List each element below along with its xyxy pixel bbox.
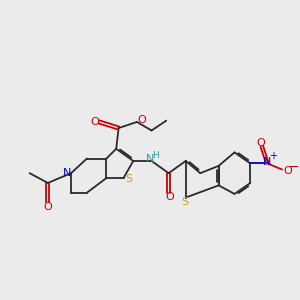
Text: O: O [90, 117, 99, 127]
Text: S: S [181, 197, 188, 207]
Text: O: O [44, 202, 52, 212]
Text: −: − [289, 160, 299, 174]
Text: N: N [62, 168, 71, 178]
Text: +: + [269, 151, 277, 160]
Text: S: S [125, 173, 132, 184]
Text: N: N [146, 154, 154, 164]
Text: O: O [256, 138, 265, 148]
Text: O: O [166, 192, 174, 202]
Text: O: O [137, 115, 146, 125]
Text: O: O [283, 166, 292, 176]
Text: N: N [263, 157, 272, 167]
Text: H: H [153, 151, 159, 160]
